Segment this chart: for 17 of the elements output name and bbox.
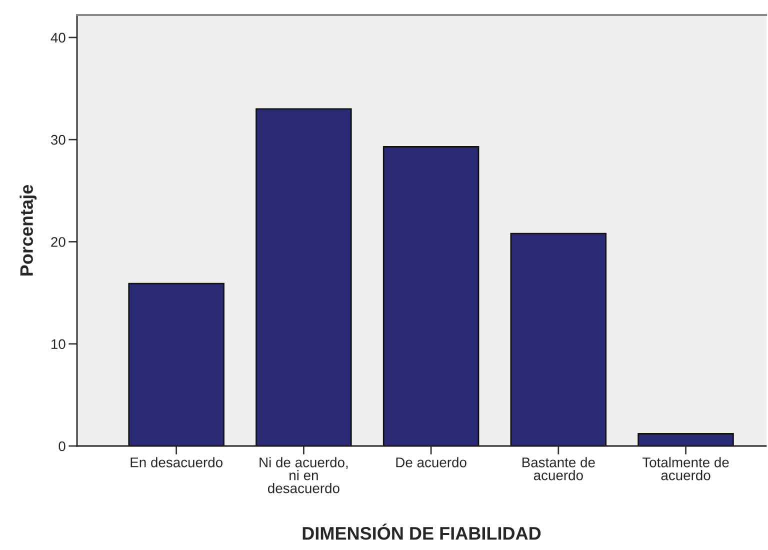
y-tick-label: 40 xyxy=(50,32,66,43)
bar xyxy=(638,433,734,446)
x-tick-label: Ni de acuerdo, ni en desacuerdo xyxy=(260,457,348,494)
bar xyxy=(128,282,224,446)
y-tick-label: 30 xyxy=(50,134,66,145)
x-tick-label: Totalmente de acuerdo xyxy=(642,457,729,480)
x-tick-label: De acuerdo xyxy=(396,457,466,468)
bar xyxy=(510,232,607,446)
y-tick-label: 20 xyxy=(51,237,66,247)
bar xyxy=(256,108,352,446)
y-axis-title: Porcentaje xyxy=(20,184,37,276)
bar xyxy=(382,146,480,446)
x-tick-label: En desacuerdo xyxy=(130,457,222,468)
x-tick-label: Bastante de acuerdo xyxy=(522,457,595,480)
x-axis-title: DIMENSIÓN DE FIABILIDAD xyxy=(302,524,541,540)
y-tick-label: 10 xyxy=(52,339,66,350)
y-tick-label: 0 xyxy=(58,441,66,452)
